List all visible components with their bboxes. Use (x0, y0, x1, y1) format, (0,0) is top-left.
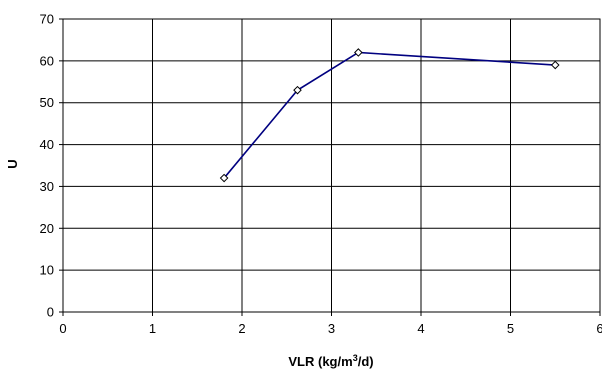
y-tick-label: 70 (40, 12, 54, 27)
y-tick-label: 50 (40, 95, 54, 110)
x-axis-label-tail: /d) (358, 354, 374, 369)
x-tick-label: 2 (238, 321, 245, 336)
x-tick-label: 4 (417, 321, 424, 336)
y-tick-label: 10 (40, 263, 54, 278)
series (219, 48, 560, 183)
x-tick-label: 1 (149, 321, 156, 336)
x-tick-label: 6 (596, 321, 602, 336)
x-tick-label: 5 (507, 321, 514, 336)
x-axis-label-superscript: 3 (353, 353, 358, 363)
series-line (223, 51, 556, 179)
x-axis-label-main: VLR (kg/m (288, 354, 352, 369)
data-point-marker (293, 85, 302, 95)
data-point-marker (219, 173, 229, 183)
x-tick-label: 3 (328, 321, 335, 336)
y-ticks: 0 10 20 30 40 50 60 70 (40, 12, 63, 320)
y-tick-label: 0 (47, 305, 54, 320)
y-tick-label: 20 (40, 221, 54, 236)
data-point-marker (354, 48, 363, 57)
x-ticks: 0 1 2 3 4 5 6 (59, 312, 602, 336)
data-point-marker (550, 60, 560, 70)
x-tick-label: 0 (59, 321, 66, 336)
y-tick-label: 30 (40, 179, 54, 194)
grid (62, 18, 601, 313)
x-axis-label: VLR (kg/m3/d) (288, 353, 373, 369)
y-axis-label: U (5, 159, 20, 168)
y-tick-label: 40 (40, 137, 54, 152)
y-tick-label: 60 (40, 53, 54, 68)
